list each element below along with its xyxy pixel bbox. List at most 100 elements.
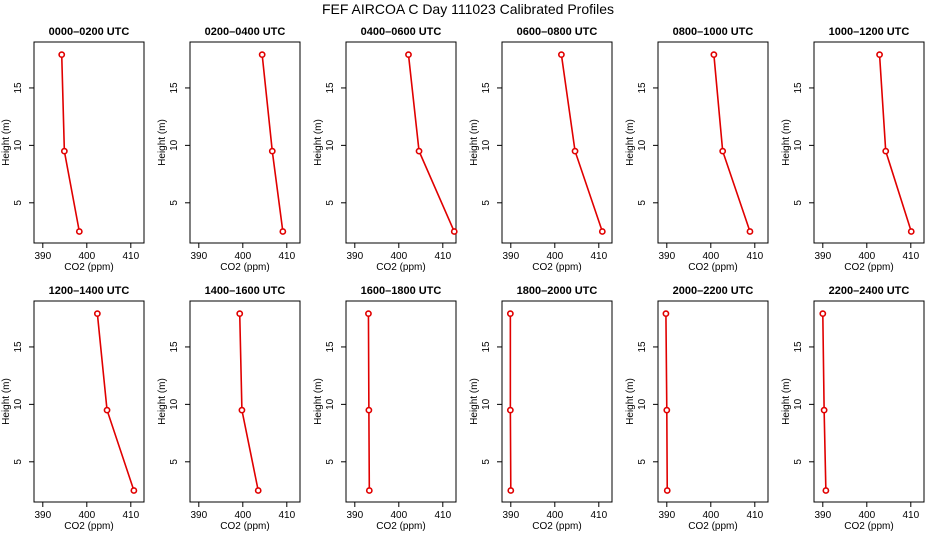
y-tick-label: 15 — [793, 341, 804, 353]
panel-title: 1000–1200 UTC — [829, 26, 910, 38]
plot-frame — [33, 300, 145, 503]
profile-panel: 1600–1800 UTC 390 400 410 5 10 15 CO2 (ppm) Heig… — [313, 285, 457, 532]
x-tick-label: 410 — [746, 510, 763, 521]
profile-line — [60, 54, 81, 232]
x-tick-label: 410 — [590, 251, 607, 262]
x-tick-label: 400 — [546, 251, 563, 262]
panel-title: 0800–1000 UTC — [673, 26, 754, 38]
x-tick-label: 390 — [814, 251, 831, 262]
profile-panel: 0600–0800 UTC 390 400 410 5 10 15 CO2 (ppm) Heig… — [469, 26, 613, 273]
y-axis-label: Height (m) — [469, 378, 480, 425]
data-point — [279, 228, 287, 235]
x-axis-label: CO2 (ppm) — [220, 521, 269, 532]
x-axis-label: CO2 (ppm) — [688, 262, 737, 273]
data-point — [268, 147, 276, 155]
x-axis-label: CO2 (ppm) — [532, 521, 581, 532]
plot-frame — [345, 300, 457, 503]
y-tick-label: 5 — [169, 200, 180, 206]
x-tick-label: 390 — [34, 510, 51, 521]
y-tick-label: 5 — [13, 459, 24, 465]
x-tick-label: 400 — [858, 251, 875, 262]
data-point — [662, 310, 670, 318]
y-tick-label: 10 — [13, 398, 24, 410]
panel-title: 1400–1600 UTC — [205, 285, 286, 297]
x-axis-label: CO2 (ppm) — [376, 521, 425, 532]
profile-panel: 1000–1200 UTC 390 400 410 5 10 15 CO2 (ppm) Heig… — [781, 26, 925, 273]
panel-title: 0400–0600 UTC — [361, 26, 442, 38]
y-tick-label: 15 — [13, 341, 24, 353]
profile-panel: 1800–2000 UTC 390 400 410 5 10 15 CO2 (ppm) Heig… — [469, 285, 613, 532]
data-point — [60, 147, 68, 155]
data-point — [405, 51, 412, 59]
panel-title: 1600–1800 UTC — [361, 285, 442, 297]
y-tick-label: 10 — [637, 139, 648, 151]
x-tick-label: 400 — [78, 251, 95, 262]
profile-line — [665, 313, 669, 491]
y-tick-label: 10 — [793, 398, 804, 410]
x-tick-label: 400 — [234, 251, 251, 262]
data-point — [746, 228, 754, 235]
data-point — [365, 406, 373, 414]
y-tick-label: 5 — [13, 200, 24, 206]
y-axis-label: Height (m) — [625, 378, 636, 425]
profile-panel: 2000–2200 UTC 390 400 410 5 10 15 CO2 (ppm) Heig… — [625, 285, 769, 532]
panel-title: 2000–2200 UTC — [673, 285, 754, 297]
profile-panel: 2200–2400 UTC 390 400 410 5 10 15 CO2 (ppm) Heig… — [781, 285, 925, 532]
profile-panel: 1200–1400 UTC 390 400 410 5 10 15 CO2 (ppm) Heig… — [1, 285, 145, 532]
panel-grid: 0000–0200 UTC 390 400 410 5 10 15 CO2 (ppm) Heig… — [1, 26, 925, 532]
profile-line — [96, 313, 135, 491]
x-tick-label: 410 — [746, 251, 763, 262]
data-point — [710, 51, 718, 59]
y-tick-label: 5 — [637, 200, 648, 206]
x-tick-label: 390 — [502, 510, 519, 521]
x-tick-label: 410 — [434, 510, 451, 521]
x-axis-label: CO2 (ppm) — [64, 262, 113, 273]
profile-line — [822, 313, 827, 491]
data-point — [506, 310, 514, 318]
x-tick-label: 390 — [658, 510, 675, 521]
profile-line — [560, 54, 604, 232]
y-axis-label: Height (m) — [625, 119, 636, 166]
x-tick-label: 410 — [278, 251, 295, 262]
y-axis-label: Height (m) — [781, 119, 792, 166]
y-tick-label: 10 — [481, 398, 492, 410]
x-tick-label: 400 — [234, 510, 251, 521]
x-tick-label: 390 — [346, 251, 363, 262]
data-point — [907, 228, 915, 235]
x-tick-label: 390 — [814, 510, 831, 521]
data-point — [258, 51, 266, 59]
panel-title: 1200–1400 UTC — [49, 285, 130, 297]
profile-line — [238, 313, 259, 491]
y-tick-label: 15 — [169, 341, 180, 353]
x-axis-label: CO2 (ppm) — [220, 262, 269, 273]
x-tick-label: 390 — [658, 251, 675, 262]
profile-panel: 1400–1600 UTC 390 400 410 5 10 15 CO2 (ppm) Heig… — [157, 285, 301, 532]
y-axis-label: Height (m) — [1, 119, 12, 166]
profile-line — [407, 54, 455, 232]
profile-line — [713, 54, 751, 232]
data-point — [571, 147, 579, 155]
data-point — [130, 487, 138, 494]
y-tick-label: 10 — [325, 398, 336, 410]
data-point — [663, 487, 671, 494]
x-tick-label: 410 — [902, 251, 919, 262]
y-tick-label: 15 — [481, 82, 492, 94]
y-tick-label: 15 — [637, 341, 648, 353]
data-point — [450, 228, 458, 235]
data-point — [598, 228, 606, 235]
data-point — [876, 51, 883, 59]
panel-title: 0600–0800 UTC — [517, 26, 598, 38]
y-tick-label: 5 — [481, 200, 492, 206]
profile-line — [261, 54, 284, 232]
y-axis-label: Height (m) — [469, 119, 480, 166]
y-tick-label: 15 — [169, 82, 180, 94]
y-tick-label: 5 — [325, 459, 336, 465]
y-tick-label: 10 — [637, 398, 648, 410]
y-axis-label: Height (m) — [157, 378, 168, 425]
x-tick-label: 390 — [190, 510, 207, 521]
y-tick-label: 15 — [481, 341, 492, 353]
y-tick-label: 10 — [325, 139, 336, 151]
plot-frame — [501, 300, 613, 503]
data-point — [365, 310, 372, 318]
